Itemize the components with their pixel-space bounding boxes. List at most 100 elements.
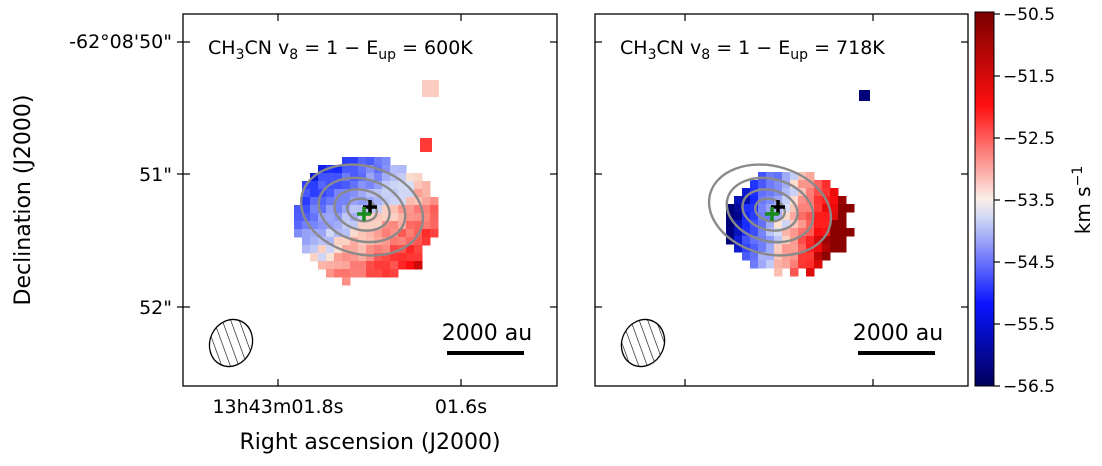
map-pixel bbox=[366, 261, 375, 270]
map-pixel bbox=[374, 261, 383, 270]
map-pixel bbox=[366, 253, 375, 262]
map-pixel bbox=[814, 236, 823, 245]
map-pixel bbox=[334, 237, 343, 246]
map-pixel bbox=[374, 205, 383, 214]
map-pixel bbox=[334, 181, 343, 190]
map-pixel bbox=[382, 229, 391, 238]
map-pixel bbox=[398, 237, 407, 246]
map-pixel bbox=[406, 213, 415, 222]
map-pixel bbox=[342, 245, 351, 254]
panel-label: CH3CN v8 = 1 − Eup = 600K bbox=[208, 37, 473, 63]
map-pixel bbox=[326, 197, 335, 206]
map-pixel bbox=[406, 189, 415, 198]
map-pixel bbox=[398, 173, 407, 182]
map-pixel bbox=[326, 253, 335, 262]
map-pixel bbox=[830, 196, 839, 205]
map-pixel bbox=[734, 228, 743, 237]
map-pixel bbox=[414, 245, 423, 254]
map-pixel bbox=[758, 180, 767, 189]
map-pixel bbox=[382, 165, 391, 174]
map-pixel bbox=[734, 220, 743, 229]
map-pixel bbox=[822, 204, 831, 213]
map-pixel bbox=[838, 204, 847, 213]
map-pixel bbox=[830, 236, 839, 245]
map-pixel bbox=[390, 181, 399, 190]
map-pixel bbox=[822, 180, 831, 189]
panel-label-text: = 1 − E bbox=[710, 37, 790, 59]
map-pixel bbox=[350, 181, 359, 190]
map-pixel bbox=[758, 212, 767, 221]
map-pixel bbox=[302, 205, 311, 214]
map-pixel bbox=[430, 221, 439, 230]
map-pixel bbox=[350, 261, 359, 270]
map-pixel bbox=[774, 212, 783, 221]
map-pixel bbox=[782, 228, 791, 237]
map-pixel bbox=[766, 260, 775, 269]
map-pixel bbox=[734, 244, 743, 253]
colorbar-label-sup: −1 bbox=[1070, 166, 1086, 187]
map-pixel bbox=[342, 237, 351, 246]
map-pixel bbox=[406, 253, 415, 262]
panel-label-text: = 1 − E bbox=[298, 37, 378, 59]
map-pixel bbox=[318, 165, 327, 174]
map-pixel bbox=[302, 213, 311, 222]
y-tick-label: -62°08'50" bbox=[69, 31, 172, 53]
beam bbox=[208, 318, 254, 368]
map-pixel bbox=[430, 205, 439, 214]
map-pixel bbox=[334, 253, 343, 262]
map-pixel bbox=[814, 212, 823, 221]
map-pixel bbox=[726, 220, 735, 229]
map-pixel bbox=[318, 229, 327, 238]
panel-label-text: = 718K bbox=[808, 37, 885, 59]
colorbar-tick-label: −51.5 bbox=[1003, 67, 1055, 87]
map-pixel bbox=[358, 261, 367, 270]
map-pixel bbox=[294, 213, 303, 222]
map-pixel bbox=[766, 172, 775, 181]
map-pixel bbox=[334, 173, 343, 182]
map-pixel bbox=[414, 261, 423, 270]
map-pixel bbox=[430, 213, 439, 222]
map-pixel bbox=[734, 212, 743, 221]
panel-label-sub: up bbox=[378, 47, 396, 63]
map-pixel bbox=[318, 205, 327, 214]
map-pixel bbox=[806, 204, 815, 213]
map-pixel bbox=[750, 260, 759, 269]
map-pixel bbox=[414, 237, 423, 246]
map-pixel bbox=[758, 220, 767, 229]
map-pixel bbox=[382, 269, 391, 278]
map-pixel bbox=[422, 80, 439, 97]
map-pixel bbox=[806, 268, 815, 277]
map-pixel bbox=[358, 189, 367, 198]
map-pixel bbox=[742, 236, 751, 245]
map-pixel bbox=[822, 244, 831, 253]
map-pixel bbox=[318, 253, 327, 262]
map-pixel bbox=[414, 181, 423, 190]
map-pixel bbox=[790, 244, 799, 253]
map-pixel bbox=[334, 221, 343, 230]
map-pixel bbox=[750, 180, 759, 189]
contours bbox=[299, 163, 425, 257]
map-pixel bbox=[374, 253, 383, 262]
map-pixel bbox=[830, 244, 839, 253]
map-pixel bbox=[326, 261, 335, 270]
map-pixel bbox=[350, 229, 359, 238]
contour bbox=[754, 197, 786, 223]
map-pixel bbox=[806, 188, 815, 197]
colorbar-tick-label: −55.5 bbox=[1003, 315, 1055, 335]
marker-green bbox=[765, 207, 779, 221]
map-pixel bbox=[366, 269, 375, 278]
map-pixel bbox=[422, 181, 431, 190]
map-pixel bbox=[366, 165, 375, 174]
map-pixel bbox=[374, 181, 383, 190]
map-pixel bbox=[318, 261, 327, 270]
map-pixel bbox=[790, 268, 799, 277]
map-pixel bbox=[350, 269, 359, 278]
map-pixel bbox=[782, 180, 791, 189]
map-pixel bbox=[366, 181, 375, 190]
map-pixel bbox=[358, 253, 367, 262]
map-pixel bbox=[326, 245, 335, 254]
map-pixel bbox=[798, 260, 807, 269]
map-pixel bbox=[774, 268, 783, 277]
map-pixel bbox=[742, 252, 751, 261]
map-pixel bbox=[310, 245, 319, 254]
